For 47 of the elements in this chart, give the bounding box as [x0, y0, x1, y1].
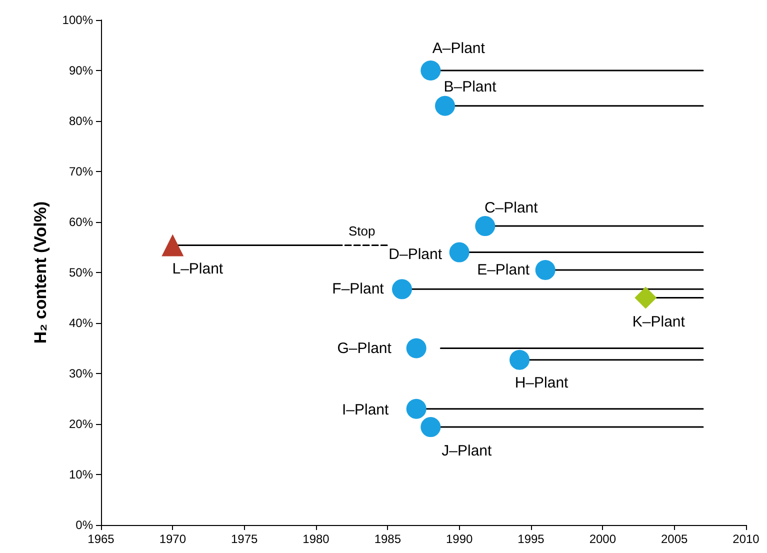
y-tick-label: 90%	[68, 64, 94, 78]
annotation: K–Plant	[632, 313, 686, 330]
point	[475, 216, 496, 236]
annotation: F–Plant	[332, 280, 385, 298]
annotation: H–Plant	[514, 374, 570, 392]
point	[420, 60, 441, 80]
point	[420, 417, 441, 438]
x-tick-label: 2000	[589, 532, 616, 546]
point	[535, 260, 556, 280]
annotation: B–Plant	[444, 78, 498, 96]
point	[406, 338, 426, 358]
annotation: A–Plant	[432, 40, 486, 57]
x-tick-label: 1985	[374, 532, 402, 546]
point	[634, 286, 657, 309]
point	[449, 242, 470, 262]
y-tick-label: 30%	[68, 366, 94, 380]
y-tick-label: 70%	[68, 164, 94, 178]
x-tick-label: 2010	[732, 532, 760, 546]
point	[162, 234, 184, 256]
annotation: Stop	[348, 224, 376, 239]
annotation: D–Plant	[388, 246, 443, 263]
y-tick-label: 0%	[76, 518, 94, 532]
annotation: I–Plant	[342, 401, 390, 418]
y-tick-label: 100%	[62, 13, 94, 27]
point	[510, 350, 530, 370]
x-tick-label: 2005	[660, 532, 688, 546]
y-tick-label: 80%	[68, 114, 94, 128]
x-tick-label: 1975	[230, 532, 258, 546]
x-tick-label: 1980	[302, 532, 330, 546]
y-tick-label: 40%	[68, 316, 94, 330]
point	[392, 279, 412, 300]
y-tick-label: 50%	[68, 266, 94, 280]
y-tick-label: 20%	[68, 417, 94, 431]
y-axis-title: H₂ content (Vol%)	[31, 201, 50, 344]
x-tick-label: 1965	[88, 532, 115, 546]
point	[435, 96, 455, 116]
x-tick-label: 1995	[518, 532, 545, 546]
annotation: L–Plant	[172, 260, 224, 278]
annotation: J–Plant	[442, 442, 493, 460]
y-tick-label: 10%	[68, 468, 94, 482]
annotation: G–Plant	[337, 340, 392, 357]
point	[406, 398, 426, 419]
annotation: E–Plant	[477, 261, 530, 278]
annotation: C–Plant	[484, 200, 539, 217]
y-tick-label: 60%	[68, 215, 94, 229]
x-tick-label: 1990	[446, 532, 474, 546]
x-tick-label: 1970	[159, 532, 186, 546]
